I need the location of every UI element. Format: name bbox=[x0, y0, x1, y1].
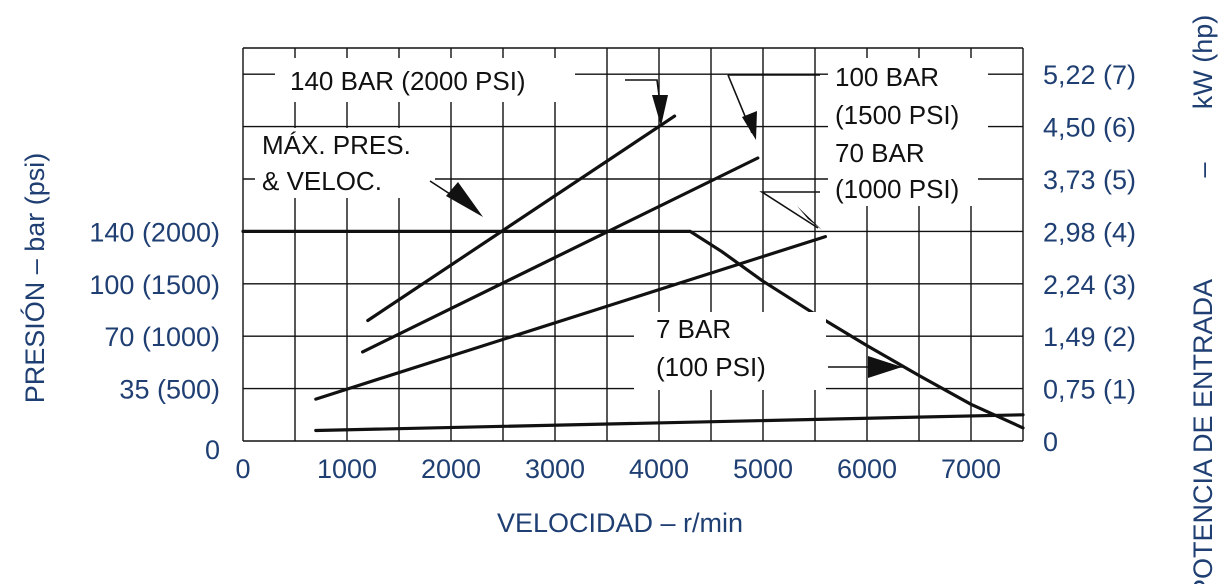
annotation-layer: 140 BAR (2000 PSI) 100 BAR (1500 PSI) 70… bbox=[255, 58, 988, 390]
y-left-tick-label: 0 bbox=[205, 435, 220, 465]
y-right-axis-title-unit: kW (hp) bbox=[1188, 15, 1218, 110]
y-right-tick-label: 2,98 (4) bbox=[1043, 217, 1136, 247]
label-box-max bbox=[255, 128, 435, 198]
arrow-max-icon bbox=[446, 182, 483, 217]
x-tick-label: 4000 bbox=[629, 454, 689, 484]
y-right-tick-label: 5,22 (7) bbox=[1043, 60, 1136, 90]
label-7-bar-line1: 7 BAR bbox=[656, 314, 731, 344]
label-box-140 bbox=[275, 58, 575, 102]
x-tick-label: 2000 bbox=[421, 454, 481, 484]
label-70-bar-line1: 70 BAR bbox=[835, 138, 925, 168]
x-tick-label: 0 bbox=[235, 454, 250, 484]
tick-labels: 0 1000 2000 3000 4000 5000 6000 7000 0 35 (500) 70… bbox=[89, 60, 1136, 484]
label-max-line1: MÁX. PRES. bbox=[262, 130, 411, 160]
arrow-7-icon bbox=[868, 356, 902, 378]
label-max-line2: & VELOC. bbox=[262, 166, 382, 196]
y-left-tick-label: 70 (1000) bbox=[104, 322, 220, 352]
y-right-axis-title-main: POTENCIA DE ENTRADA bbox=[1188, 279, 1218, 584]
series-line-0 bbox=[366, 114, 677, 323]
leader-70 bbox=[759, 191, 820, 229]
label-7-bar-line2: (100 PSI) bbox=[656, 352, 766, 382]
arrow-100-icon bbox=[742, 111, 757, 140]
x-axis-title: VELOCIDAD – r/min bbox=[497, 508, 743, 538]
x-tick-label: 3000 bbox=[525, 454, 585, 484]
arrow-140-icon bbox=[652, 95, 668, 126]
y-right-tick-label: 0,75 (1) bbox=[1043, 375, 1136, 405]
y-left-tick-label: 35 (500) bbox=[119, 375, 220, 405]
series-line-1 bbox=[361, 156, 760, 354]
y-left-tick-label: 140 (2000) bbox=[89, 217, 220, 247]
y-left-tick-label: 100 (1500) bbox=[89, 270, 220, 300]
x-tick-label: 7000 bbox=[941, 454, 1001, 484]
y-right-tick-label: 4,50 (6) bbox=[1043, 113, 1136, 143]
y-right-tick-label: 3,73 (5) bbox=[1043, 165, 1136, 195]
y-left-axis-title: PRESIÓN – bar (psi) bbox=[19, 153, 50, 404]
y-right-tick-label: 2,24 (3) bbox=[1043, 270, 1136, 300]
label-70-bar-line2: (1000 PSI) bbox=[835, 174, 959, 204]
label-100-bar-line1: 100 BAR bbox=[835, 62, 939, 92]
label-box-100 bbox=[828, 58, 988, 138]
x-tick-label: 1000 bbox=[317, 454, 377, 484]
label-box-7 bbox=[634, 312, 826, 390]
label-100-bar-line2: (1500 PSI) bbox=[835, 100, 959, 130]
y-right-axis-title-dash: – bbox=[1188, 162, 1218, 177]
label-140-bar: 140 BAR (2000 PSI) bbox=[290, 66, 526, 96]
series-line-4 bbox=[241, 229, 1025, 430]
series-line-3 bbox=[314, 413, 1025, 433]
x-tick-label: 5000 bbox=[733, 454, 793, 484]
y-right-tick-label: 0 bbox=[1043, 427, 1058, 457]
label-box-70 bbox=[828, 138, 978, 206]
x-tick-label: 6000 bbox=[837, 454, 897, 484]
arrow-70-icon bbox=[797, 206, 822, 230]
y-right-tick-label: 1,49 (2) bbox=[1043, 322, 1136, 352]
